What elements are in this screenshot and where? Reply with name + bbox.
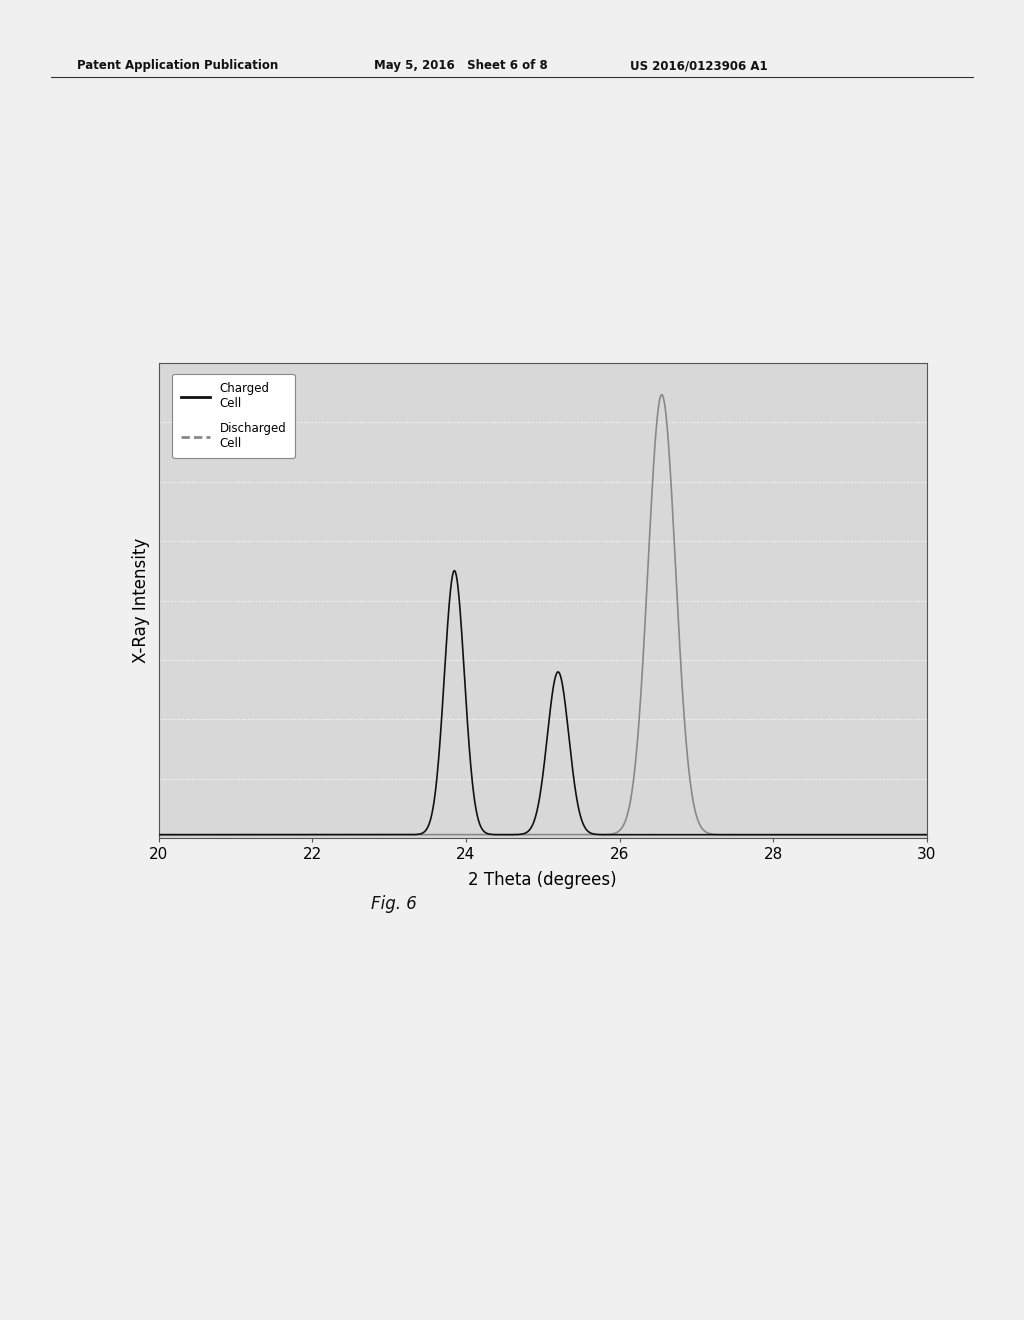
Text: May 5, 2016   Sheet 6 of 8: May 5, 2016 Sheet 6 of 8 — [374, 59, 548, 73]
Text: Patent Application Publication: Patent Application Publication — [77, 59, 279, 73]
Text: US 2016/0123906 A1: US 2016/0123906 A1 — [630, 59, 767, 73]
Y-axis label: X-Ray Intensity: X-Ray Intensity — [132, 539, 151, 663]
Legend: Charged
Cell, Discharged
Cell: Charged Cell, Discharged Cell — [172, 374, 295, 458]
X-axis label: 2 Theta (degrees): 2 Theta (degrees) — [468, 871, 617, 888]
Text: Fig. 6: Fig. 6 — [372, 895, 417, 913]
